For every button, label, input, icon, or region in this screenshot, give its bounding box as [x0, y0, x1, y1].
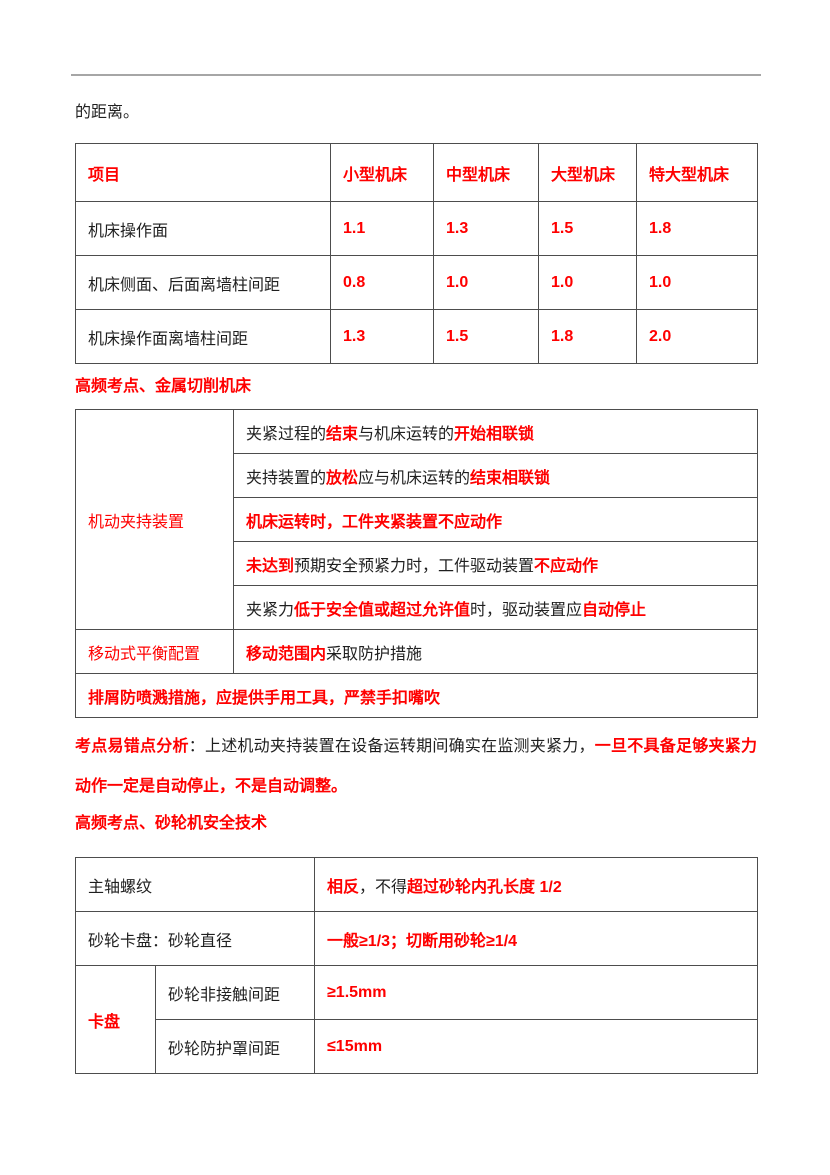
machine-clearance-table: 项目 小型机床 中型机床 大型机床 特大型机床 机床操作面 1.1 1.3 1.… [75, 143, 758, 364]
error-analysis-paragraph: 考点易错点分析：上述机动夹持装置在设备运转期间确实在监测夹紧力，一旦不具备足够夹… [75, 738, 757, 795]
row-label: 砂轮卡盘：砂轮直径 [74, 911, 316, 966]
value-cell: 1.3 [330, 309, 434, 364]
column-header: 中型机床 [433, 143, 539, 202]
table-row: 砂轮卡盘：砂轮直径 一般≥1/3；切断用砂轮≥1/4 [74, 911, 759, 966]
intro-text: 的距离。 [75, 104, 140, 121]
horizontal-rule [71, 74, 761, 76]
row-label: 机床侧面、后面离墙柱间距 [75, 255, 331, 310]
column-header: 小型机床 [330, 143, 434, 202]
rule-cell: 机床运转时，工件夹紧装置不应动作 [233, 497, 758, 542]
table-row: 机动夹持装置 夹紧过程的结束与机床运转的开始相联锁 [75, 409, 758, 630]
value-cell: 1.0 [538, 255, 637, 310]
table-row: 排屑防喷溅措施，应提供手用工具，严禁手扣嘴吹 [75, 673, 758, 718]
value-cell: 1.3 [433, 201, 539, 256]
table-row: 机床侧面、后面离墙柱间距 0.8 1.0 1.0 1.0 [75, 255, 758, 310]
section-heading-grinder-safety: 高频考点、砂轮机安全技术 [75, 815, 268, 832]
table-row: 机床运转时，工件夹紧装置不应动作 [76, 497, 758, 542]
row-label: 机床操作面离墙柱间距 [75, 309, 331, 364]
rule-cell: ≥1.5mm [314, 965, 759, 1020]
row-label: 砂轮非接触间距 [154, 965, 316, 1020]
table-row: 移动式平衡配置 移动范围内采取防护措施 [75, 629, 758, 674]
full-width-rule-cell: 排屑防喷溅措施，应提供手用工具，严禁手扣嘴吹 [75, 673, 758, 718]
group-label-cell: 机动夹持装置 [75, 409, 234, 630]
grinder-safety-table: 主轴螺纹 相反，不得超过砂轮内孔长度 1/2 砂轮卡盘：砂轮直径 一般≥1/3；… [74, 857, 759, 1074]
group-label-cell: 移动式平衡配置 [75, 629, 234, 674]
table-row: 夹持装置的放松应与机床运转的结束相联锁 [76, 453, 758, 498]
value-cell: 1.8 [636, 201, 758, 256]
table-row: 主轴螺纹 相反，不得超过砂轮内孔长度 1/2 [74, 857, 759, 912]
section-heading-metal-cutting: 高频考点、金属切削机床 [75, 378, 252, 395]
column-header: 特大型机床 [636, 143, 758, 202]
column-header: 大型机床 [538, 143, 637, 202]
rule-cell: 移动范围内采取防护措施 [233, 629, 758, 674]
row-label: 主轴螺纹 [74, 857, 316, 912]
table-row: 机床操作面离墙柱间距 1.3 1.5 1.8 2.0 [75, 309, 758, 364]
group-label-cell: 卡盘 [75, 965, 156, 1074]
row-label: 砂轮防护罩间距 [154, 1019, 316, 1074]
row-label: 机床操作面 [75, 201, 331, 256]
power-clamping-table: 机动夹持装置 夹紧过程的结束与机床运转的开始相联锁 夹持装置的放松应与机床运转的… [75, 409, 758, 718]
rule-cell: 夹紧过程的结束与机床运转的开始相联锁 [233, 409, 758, 454]
value-cell: 1.0 [433, 255, 539, 310]
rule-cell: ≤15mm [314, 1019, 759, 1074]
value-cell: 1.5 [538, 201, 637, 256]
value-cell: 1.8 [538, 309, 637, 364]
value-cell: 0.8 [330, 255, 434, 310]
table-row: 砂轮防护罩间距 ≤15mm [76, 1019, 759, 1074]
rule-cell: 一般≥1/3；切断用砂轮≥1/4 [314, 911, 759, 966]
rule-cell: 未达到预期安全预紧力时，工件驱动装置不应动作 [233, 541, 758, 586]
rule-cell: 相反，不得超过砂轮内孔长度 1/2 [314, 857, 759, 912]
table-row: 卡盘 砂轮非接触间距 ≥1.5mm [75, 965, 759, 1074]
table-row: 夹紧力低于安全值或超过允许值时，驱动装置应自动停止 [76, 585, 758, 630]
table-row: 机床操作面 1.1 1.3 1.5 1.8 [75, 201, 758, 256]
value-cell: 2.0 [636, 309, 758, 364]
value-cell: 1.5 [433, 309, 539, 364]
rule-cell: 夹紧力低于安全值或超过允许值时，驱动装置应自动停止 [233, 585, 758, 630]
table-row: 未达到预期安全预紧力时，工件驱动装置不应动作 [76, 541, 758, 586]
value-cell: 1.0 [636, 255, 758, 310]
table-header-row: 项目 小型机床 中型机床 大型机床 特大型机床 [75, 143, 758, 202]
value-cell: 1.1 [330, 201, 434, 256]
column-header: 项目 [75, 143, 331, 202]
rule-cell: 夹持装置的放松应与机床运转的结束相联锁 [233, 453, 758, 498]
